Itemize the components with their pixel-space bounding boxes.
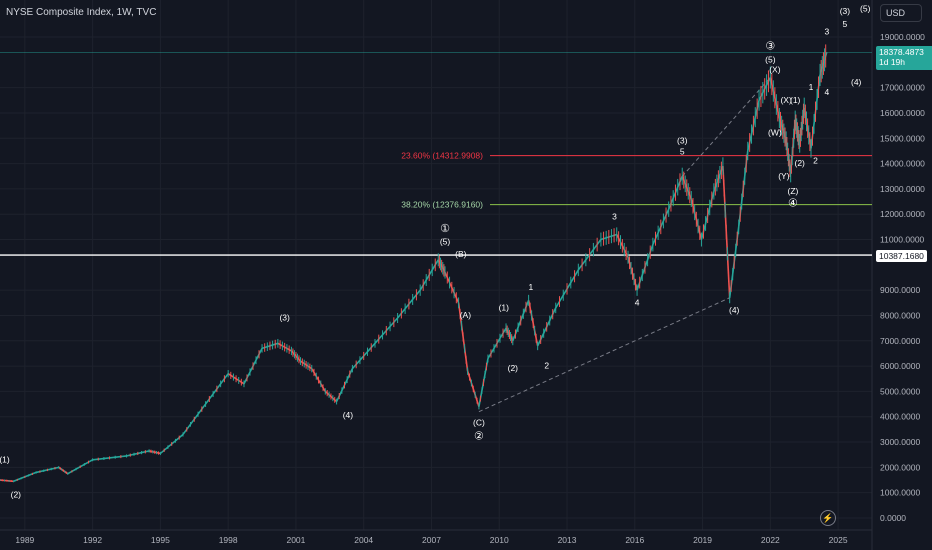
y-tick-label: 6000.0000 [880, 361, 920, 371]
bar-countdown: 1d 19h [879, 57, 905, 67]
y-tick-label: 15000.0000 [880, 133, 925, 143]
y-tick-label: 2000.0000 [880, 462, 920, 472]
wave-label: (5) [440, 237, 451, 247]
level-label: 38.20% (12376.9160) [401, 200, 483, 210]
currency-button[interactable]: USD [880, 4, 922, 22]
y-tick-label: 13000.0000 [880, 184, 925, 194]
x-tick-label: 2022 [761, 535, 780, 545]
wave-label: ② [474, 431, 484, 443]
white-line-price-label: 10387.1680 [876, 250, 927, 262]
wave-label: (C) [473, 418, 485, 428]
y-tick-label: 5000.0000 [880, 386, 920, 396]
y-tick-label: 9000.0000 [880, 285, 920, 295]
wave-label: ⑤ [860, 0, 870, 2]
wave-label: (X) [769, 64, 781, 74]
y-tick-label: 1000.0000 [880, 488, 920, 498]
trendline [681, 77, 771, 177]
wave-label: (3) [279, 313, 290, 323]
wave-label: 3 [824, 26, 829, 36]
wave-label: ③ [765, 41, 775, 53]
wave-label: (X) [780, 95, 792, 105]
wave-label: (3) [677, 135, 688, 145]
wave-label: (4) [851, 77, 862, 87]
x-tick-label: 1989 [15, 535, 34, 545]
wave-label: 2 [813, 156, 818, 166]
wave-label: (Z) [788, 186, 799, 196]
wave-label: 5 [680, 147, 685, 157]
y-tick-label: 11000.0000 [880, 235, 925, 245]
x-tick-label: 2010 [490, 535, 509, 545]
x-tick-label: 1995 [151, 535, 170, 545]
y-tick-label: 4000.0000 [880, 412, 920, 422]
level-label: 23.60% (14312.9908) [401, 151, 483, 161]
wave-label: (1) [790, 95, 801, 105]
y-tick-label: 12000.0000 [880, 209, 925, 219]
wave-label: (5) [765, 54, 776, 64]
wave-label: (4) [343, 410, 354, 420]
wave-label: (1) [499, 302, 510, 312]
x-tick-label: 1992 [83, 535, 102, 545]
x-tick-label: 2013 [558, 535, 577, 545]
x-tick-label: 2004 [354, 535, 373, 545]
y-tick-label: 19000.0000 [880, 32, 925, 42]
y-tick-label: 3000.0000 [880, 437, 920, 447]
lightning-icon[interactable]: ⚡ [820, 510, 836, 526]
y-tick-label: 8000.0000 [880, 310, 920, 320]
y-tick-label: 7000.0000 [880, 336, 920, 346]
wave-label: ① [440, 223, 450, 235]
x-tick-label: 2001 [286, 535, 305, 545]
x-tick-label: 2019 [693, 535, 712, 545]
y-tick-label: 16000.0000 [880, 108, 925, 118]
y-tick-label: 17000.0000 [880, 83, 925, 93]
wave-label: 4 [635, 297, 640, 307]
y-tick-label: 14000.0000 [880, 159, 925, 169]
x-tick-label: 1998 [219, 535, 238, 545]
wave-label: (3) [840, 6, 851, 16]
wave-label: 2 [544, 361, 549, 371]
wave-label: (4) [729, 305, 740, 315]
wave-label: (W) [768, 128, 782, 138]
wave-label: (2) [11, 490, 22, 500]
wave-label: 5 [843, 19, 848, 29]
trendline [478, 297, 730, 413]
x-tick-label: 2007 [422, 535, 441, 545]
chart-title: NYSE Composite Index, 1W, TVC [6, 7, 157, 18]
wave-label: (2) [795, 158, 806, 168]
wave-label: (1) [0, 454, 10, 464]
wave-label: (Y) [778, 171, 790, 181]
wave-label: ④ [788, 198, 798, 210]
wave-label: 1 [809, 82, 814, 92]
y-tick-label: 0.0000 [880, 513, 906, 523]
wave-label: (2) [508, 363, 519, 373]
current-price-label: 18378.4873 1d 19h [876, 46, 932, 70]
current-price-value: 18378.4873 [879, 47, 924, 57]
wave-label: (5) [860, 4, 871, 14]
wave-label: 4 [824, 87, 829, 97]
wave-label: (A) [460, 310, 472, 320]
x-tick-label: 2016 [625, 535, 644, 545]
wave-label: 3 [612, 211, 617, 221]
wave-label: (B) [455, 249, 467, 259]
wave-label: 1 [529, 282, 534, 292]
x-tick-label: 2025 [829, 535, 848, 545]
